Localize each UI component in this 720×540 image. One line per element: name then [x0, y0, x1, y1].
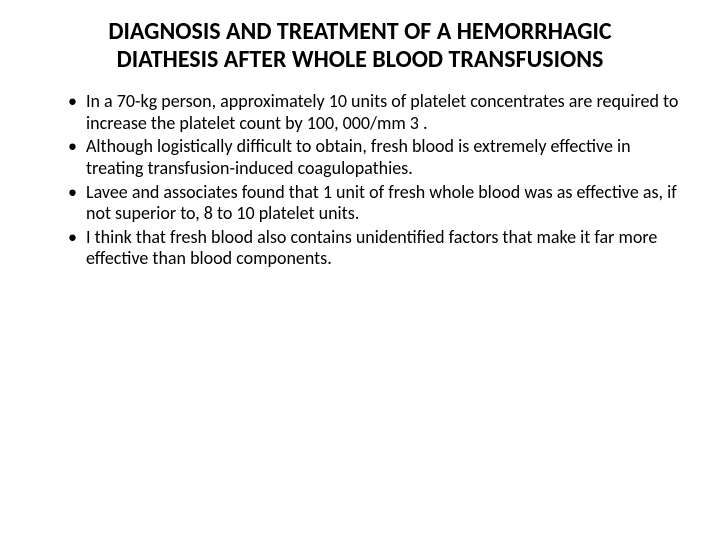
list-item: In a 70-kg person, approximately 10 unit… — [68, 91, 680, 134]
slide-container: DIAGNOSIS AND TREATMENT OF A HEMORRHAGIC… — [0, 0, 720, 540]
slide-title: DIAGNOSIS AND TREATMENT OF A HEMORRHAGIC… — [40, 18, 680, 73]
list-item: Lavee and associates found that 1 unit o… — [68, 182, 680, 225]
list-item: I think that fresh blood also contains u… — [68, 227, 680, 270]
list-item: Although logistically difficult to obtai… — [68, 136, 680, 179]
bullet-list: In a 70-kg person, approximately 10 unit… — [40, 91, 680, 270]
